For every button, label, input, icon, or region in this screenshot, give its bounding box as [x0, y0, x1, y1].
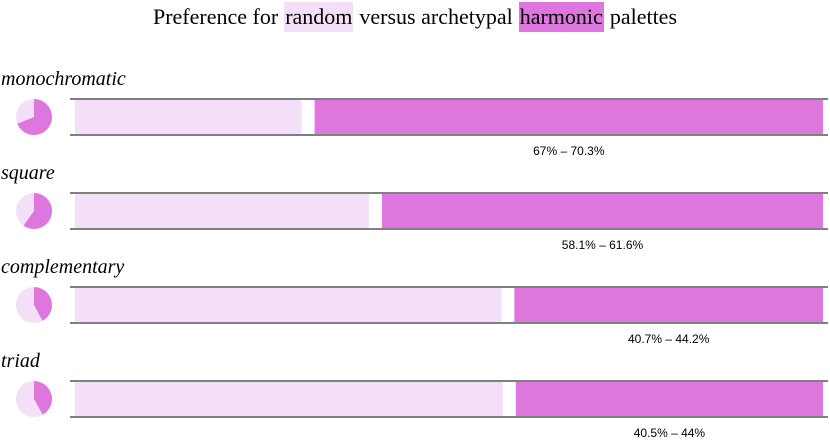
pie-slice — [23, 193, 52, 229]
category-label: square — [1, 162, 55, 184]
bar-segment — [75, 382, 503, 416]
bar-segment — [75, 194, 369, 228]
bar-segment — [514, 288, 823, 322]
pie-slice — [17, 99, 53, 135]
category-label: monochromatic — [1, 68, 126, 90]
legend-entry: random — [284, 2, 354, 32]
pie-slice — [15, 193, 34, 226]
pie-slice — [34, 381, 53, 415]
interval-label: 67% – 70.3% — [533, 144, 605, 158]
title-text: palettes — [609, 4, 678, 29]
interval-label: 40.5% – 44% — [634, 426, 706, 440]
title-text: versus archetypal — [359, 4, 513, 29]
title-text: Preference for — [152, 4, 279, 29]
legend-entry: harmonic — [518, 2, 604, 32]
interval-label: 40.7% – 44.2% — [628, 332, 710, 346]
pie-slice — [16, 381, 43, 417]
category-label: complementary — [1, 256, 124, 278]
pie-slice — [16, 287, 43, 323]
interval-label: 58.1% – 61.6% — [562, 238, 644, 252]
category-label: triad — [1, 350, 41, 372]
bar-segment — [314, 100, 823, 134]
bar-segment — [515, 382, 823, 416]
bar-segment — [75, 100, 302, 134]
chart-title: Preference for random versus archetypal … — [0, 2, 830, 32]
pie-slice — [16, 99, 34, 124]
pie-slice — [34, 287, 53, 321]
bar-segment — [75, 288, 502, 322]
bar-segment — [381, 194, 823, 228]
